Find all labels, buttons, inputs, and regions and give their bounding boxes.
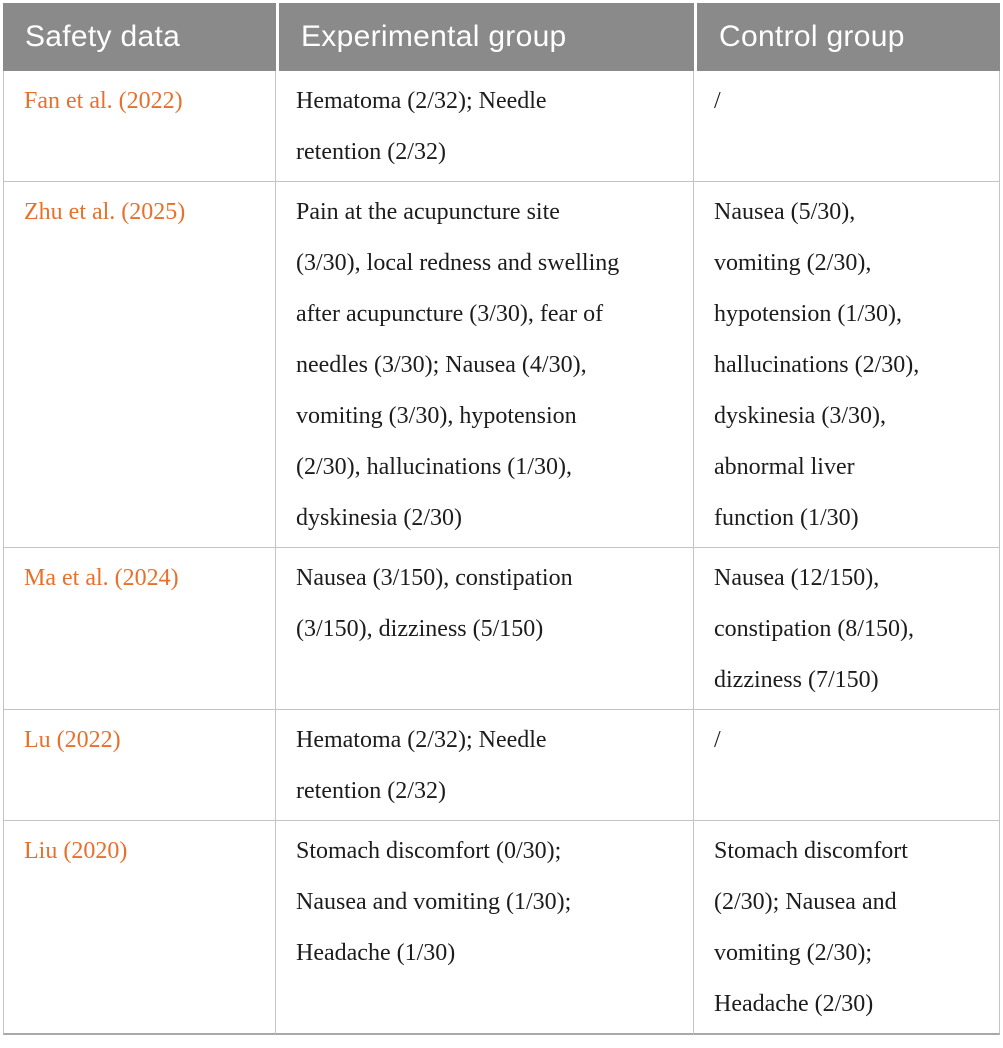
citation-link-fan-2022[interactable]: Fan et al. (2022) [3,71,276,182]
control-group-cell: Stomach discomfort (2/30); Nausea and vo… [694,821,1000,1035]
citation-link-ma-2024[interactable]: Ma et al. (2024) [3,548,276,710]
table-row: Zhu et al. (2025) Pain at the acupunctur… [3,182,1000,548]
experimental-group-cell: Stomach discomfort (0/30); Nausea and vo… [276,821,694,1035]
experimental-group-cell: Nausea (3/150), constipation (3/150), di… [276,548,694,710]
experimental-group-cell: Pain at the acupuncture site (3/30), loc… [276,182,694,548]
control-group-cell: / [694,710,1000,821]
control-group-cell: / [694,71,1000,182]
control-group-cell: Nausea (12/150), constipation (8/150), d… [694,548,1000,710]
table-header-row: Safety data Experimental group Control g… [3,3,1000,71]
header-safety-data: Safety data [3,3,276,71]
citation-link-lu-2022[interactable]: Lu (2022) [3,710,276,821]
table-row: Liu (2020) Stomach discomfort (0/30); Na… [3,821,1000,1035]
experimental-group-cell: Hematoma (2/32); Needle retention (2/32) [276,710,694,821]
table-row: Fan et al. (2022) Hematoma (2/32); Needl… [3,71,1000,182]
experimental-group-cell: Hematoma (2/32); Needle retention (2/32) [276,71,694,182]
header-experimental-group: Experimental group [276,3,694,71]
citation-link-zhu-2025[interactable]: Zhu et al. (2025) [3,182,276,548]
citation-link-liu-2020[interactable]: Liu (2020) [3,821,276,1035]
table-row: Lu (2022) Hematoma (2/32); Needle retent… [3,710,1000,821]
safety-data-table: Safety data Experimental group Control g… [3,3,1000,1035]
header-control-group: Control group [694,3,1000,71]
control-group-cell: Nausea (5/30), vomiting (2/30), hypotens… [694,182,1000,548]
table-row: Ma et al. (2024) Nausea (3/150), constip… [3,548,1000,710]
